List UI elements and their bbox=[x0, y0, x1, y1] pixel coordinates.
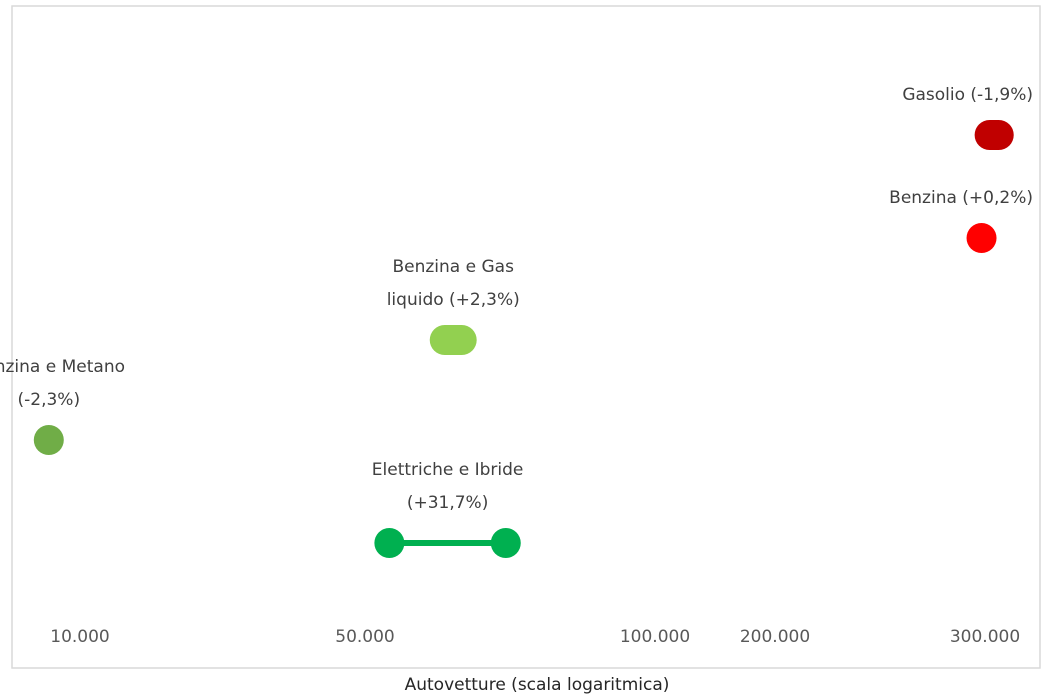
data-point-end bbox=[490, 528, 521, 558]
data-label: (-2,3%) bbox=[17, 390, 80, 410]
point-labels: Gasolio (-1,9%) Benzina (+0,2%) Benzina e … bbox=[0, 85, 1033, 513]
data-label: (+31,7%) bbox=[407, 493, 489, 513]
chart-marks bbox=[33, 120, 1014, 558]
x-axis-ticks: 10.000 50.000 100.000 200.000 300.000 bbox=[50, 627, 1020, 647]
x-tick-label: 10.000 bbox=[50, 627, 109, 647]
data-point-start bbox=[374, 528, 405, 558]
x-tick-label: 200.000 bbox=[740, 627, 810, 647]
x-tick-label: 50.000 bbox=[335, 627, 394, 647]
x-axis-label: Autovetture (scala logaritmica) bbox=[405, 675, 670, 695]
data-label: Benzina e Metano bbox=[0, 357, 125, 377]
plot-frame bbox=[11, 5, 1041, 669]
data-label: Benzina (+0,2%) bbox=[889, 188, 1033, 208]
x-tick-label: 100.000 bbox=[620, 627, 690, 647]
data-label: Elettriche e Ibride bbox=[372, 460, 524, 480]
data-label: liquido (+2,3%) bbox=[387, 290, 520, 310]
x-tick-label: 300.000 bbox=[950, 627, 1020, 647]
data-label: Benzina e Gas bbox=[392, 257, 514, 277]
data-label: Gasolio (-1,9%) bbox=[902, 85, 1033, 105]
